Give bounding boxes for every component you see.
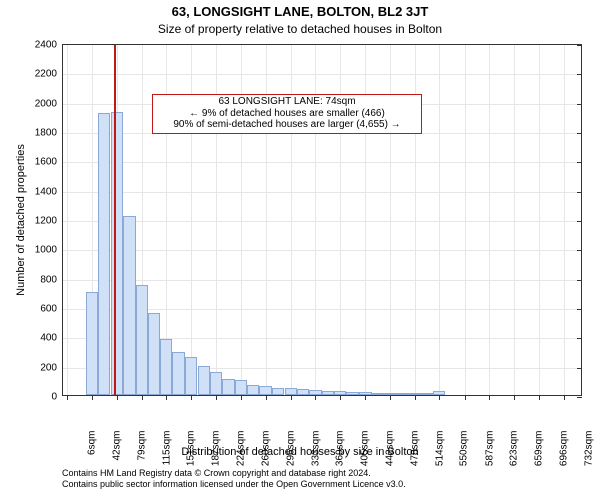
y-tick-label: 800	[40, 274, 57, 285]
histogram-bar	[123, 216, 135, 395]
page-title: 63, LONGSIGHT LANE, BOLTON, BL2 3JT	[0, 4, 600, 19]
y-tick-mark	[577, 338, 582, 339]
histogram-bar	[235, 380, 247, 395]
y-tick-mark	[577, 104, 582, 105]
histogram-bar	[334, 391, 346, 395]
y-tick-label: 0	[51, 392, 57, 403]
footer-line-1: Contains HM Land Registry data © Crown c…	[62, 468, 406, 479]
histogram-bar	[86, 292, 98, 395]
y-tick-label: 600	[40, 304, 57, 315]
histogram-bar	[198, 366, 210, 395]
y-tick-label: 1000	[35, 245, 57, 256]
histogram-bar	[384, 393, 396, 395]
histogram-bar	[259, 386, 271, 395]
gridline-v	[465, 45, 466, 395]
y-tick-mark	[577, 133, 582, 134]
x-tick-mark	[415, 395, 416, 400]
gridline-v	[514, 45, 515, 395]
x-tick-mark	[216, 395, 217, 400]
histogram-bar	[297, 389, 309, 395]
page-subtitle: Size of property relative to detached ho…	[0, 22, 600, 36]
annotation-line-3: 90% of semi-detached houses are larger (…	[157, 119, 417, 131]
x-tick-mark	[390, 395, 391, 400]
footer: Contains HM Land Registry data © Crown c…	[62, 468, 406, 491]
y-tick-mark	[577, 250, 582, 251]
x-tick-mark	[241, 395, 242, 400]
histogram-bar	[210, 372, 222, 395]
y-axis-label: Number of detached properties	[15, 144, 27, 296]
gridline-v	[489, 45, 490, 395]
x-tick-mark	[514, 395, 515, 400]
x-tick-mark	[564, 395, 565, 400]
x-axis-label: Distribution of detached houses by size …	[0, 446, 600, 458]
x-tick-mark	[365, 395, 366, 400]
x-tick-mark	[166, 395, 167, 400]
y-tick-mark	[577, 162, 582, 163]
x-tick-mark	[315, 395, 316, 400]
y-tick-label: 2400	[35, 40, 57, 51]
histogram-bar	[160, 339, 172, 395]
histogram-bar	[359, 392, 371, 395]
histogram-bar	[185, 357, 197, 395]
y-tick-label: 2200	[35, 69, 57, 80]
y-tick-label: 1200	[35, 216, 57, 227]
y-tick-label: 2000	[35, 98, 57, 109]
property-marker-line	[114, 45, 116, 395]
y-tick-mark	[577, 221, 582, 222]
x-tick-mark	[191, 395, 192, 400]
x-tick-mark	[291, 395, 292, 400]
gridline-v	[564, 45, 565, 395]
x-tick-mark	[142, 395, 143, 400]
histogram-bar	[372, 393, 384, 395]
y-tick-label: 1400	[35, 186, 57, 197]
y-tick-mark	[577, 45, 582, 46]
histogram-bar	[148, 313, 160, 395]
x-tick-mark	[340, 395, 341, 400]
x-tick-mark	[465, 395, 466, 400]
x-tick-mark	[92, 395, 93, 400]
y-tick-mark	[577, 397, 582, 398]
histogram-bar	[433, 391, 445, 395]
y-tick-mark	[577, 192, 582, 193]
histogram-bar	[285, 388, 297, 395]
histogram-bar	[247, 385, 259, 395]
y-tick-mark	[577, 280, 582, 281]
footer-line-2: Contains public sector information licen…	[62, 479, 406, 490]
y-tick-label: 1800	[35, 128, 57, 139]
y-tick-mark	[577, 74, 582, 75]
x-tick-mark	[539, 395, 540, 400]
histogram-bar	[272, 388, 284, 395]
histogram-bar	[409, 393, 421, 395]
histogram-bar	[136, 285, 148, 395]
annotation-line-1: 63 LONGSIGHT LANE: 74sqm	[157, 96, 417, 108]
x-tick-mark	[489, 395, 490, 400]
annotation-box: 63 LONGSIGHT LANE: 74sqm ← 9% of detache…	[152, 94, 422, 134]
x-tick-mark	[266, 395, 267, 400]
y-tick-label: 1600	[35, 157, 57, 168]
histogram-bar	[309, 390, 321, 395]
histogram-bar	[322, 391, 334, 395]
x-tick-mark	[117, 395, 118, 400]
histogram-bar	[421, 393, 433, 395]
histogram-bar	[172, 352, 184, 395]
histogram-bar	[346, 392, 358, 395]
gridline-v	[539, 45, 540, 395]
y-tick-label: 400	[40, 333, 57, 344]
y-tick-label: 200	[40, 362, 57, 373]
annotation-line-2: ← 9% of detached houses are smaller (466…	[157, 108, 417, 120]
gridline-v	[67, 45, 68, 395]
y-tick-mark	[577, 368, 582, 369]
histogram-bar	[98, 113, 110, 395]
gridline-v	[439, 45, 440, 395]
y-tick-mark	[577, 309, 582, 310]
x-tick-mark	[67, 395, 68, 400]
x-tick-mark	[439, 395, 440, 400]
histogram-bar	[222, 379, 234, 395]
histogram-bar	[396, 393, 408, 395]
